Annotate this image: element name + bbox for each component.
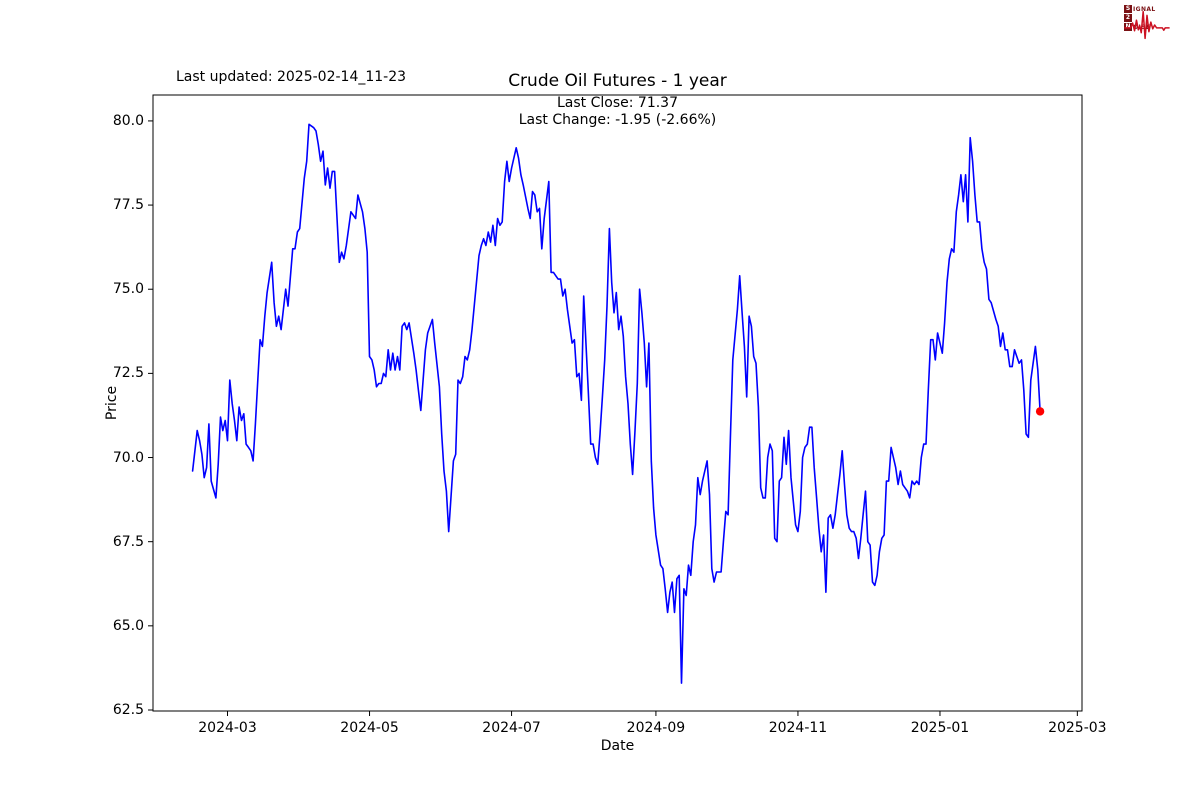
logo-box-n: N <box>1124 23 1132 31</box>
y-axis-label: Price <box>104 385 120 421</box>
x-tick-label: 2025-01 <box>910 720 970 736</box>
logo-box-2: 2 <box>1124 14 1132 22</box>
last-close-marker <box>1035 407 1045 416</box>
logo-box-s: S <box>1124 5 1132 13</box>
last-updated-annotation: Last updated: 2025-02-14_11-23 <box>176 69 407 85</box>
y-tick-label: 65.0 <box>112 617 144 634</box>
y-tick-label: 80.0 <box>112 112 144 129</box>
y-tick-label: 72.5 <box>112 365 144 382</box>
x-axis-label: Date <box>600 738 635 754</box>
y-tick-label: 67.5 <box>112 533 144 550</box>
price-line-series <box>191 123 1041 684</box>
logo-line-2: 2 <box>1124 14 1156 22</box>
x-tick-label: 2024-05 <box>340 720 399 736</box>
y-tick-label: 77.5 <box>112 197 144 214</box>
x-tick-label: 2025-03 <box>1048 720 1107 736</box>
x-tick-label: 2024-11 <box>768 720 828 736</box>
signal2noise-logo: S IGNAL 2 N OISE <box>1124 5 1170 40</box>
last-change-subtitle: Last Change: -1.95 (-2.66%) <box>518 112 717 128</box>
x-tick-label: 2024-03 <box>198 720 257 736</box>
last-close-subtitle: Last Close: 71.37 <box>557 95 678 111</box>
logo-line-signal: S IGNAL <box>1124 5 1156 13</box>
chart-title: Crude Oil Futures - 1 year <box>508 71 727 91</box>
y-tick-label: 75.0 <box>112 281 144 298</box>
axis-ticks <box>148 120 1078 716</box>
x-tick-label: 2024-09 <box>626 720 686 736</box>
y-tick-label: 62.5 <box>112 701 144 718</box>
plot-border <box>152 94 1083 712</box>
waveform-icon <box>1124 10 1170 40</box>
x-tick-label: 2024-07 <box>482 720 541 736</box>
y-tick-label: 70.0 <box>112 449 144 466</box>
